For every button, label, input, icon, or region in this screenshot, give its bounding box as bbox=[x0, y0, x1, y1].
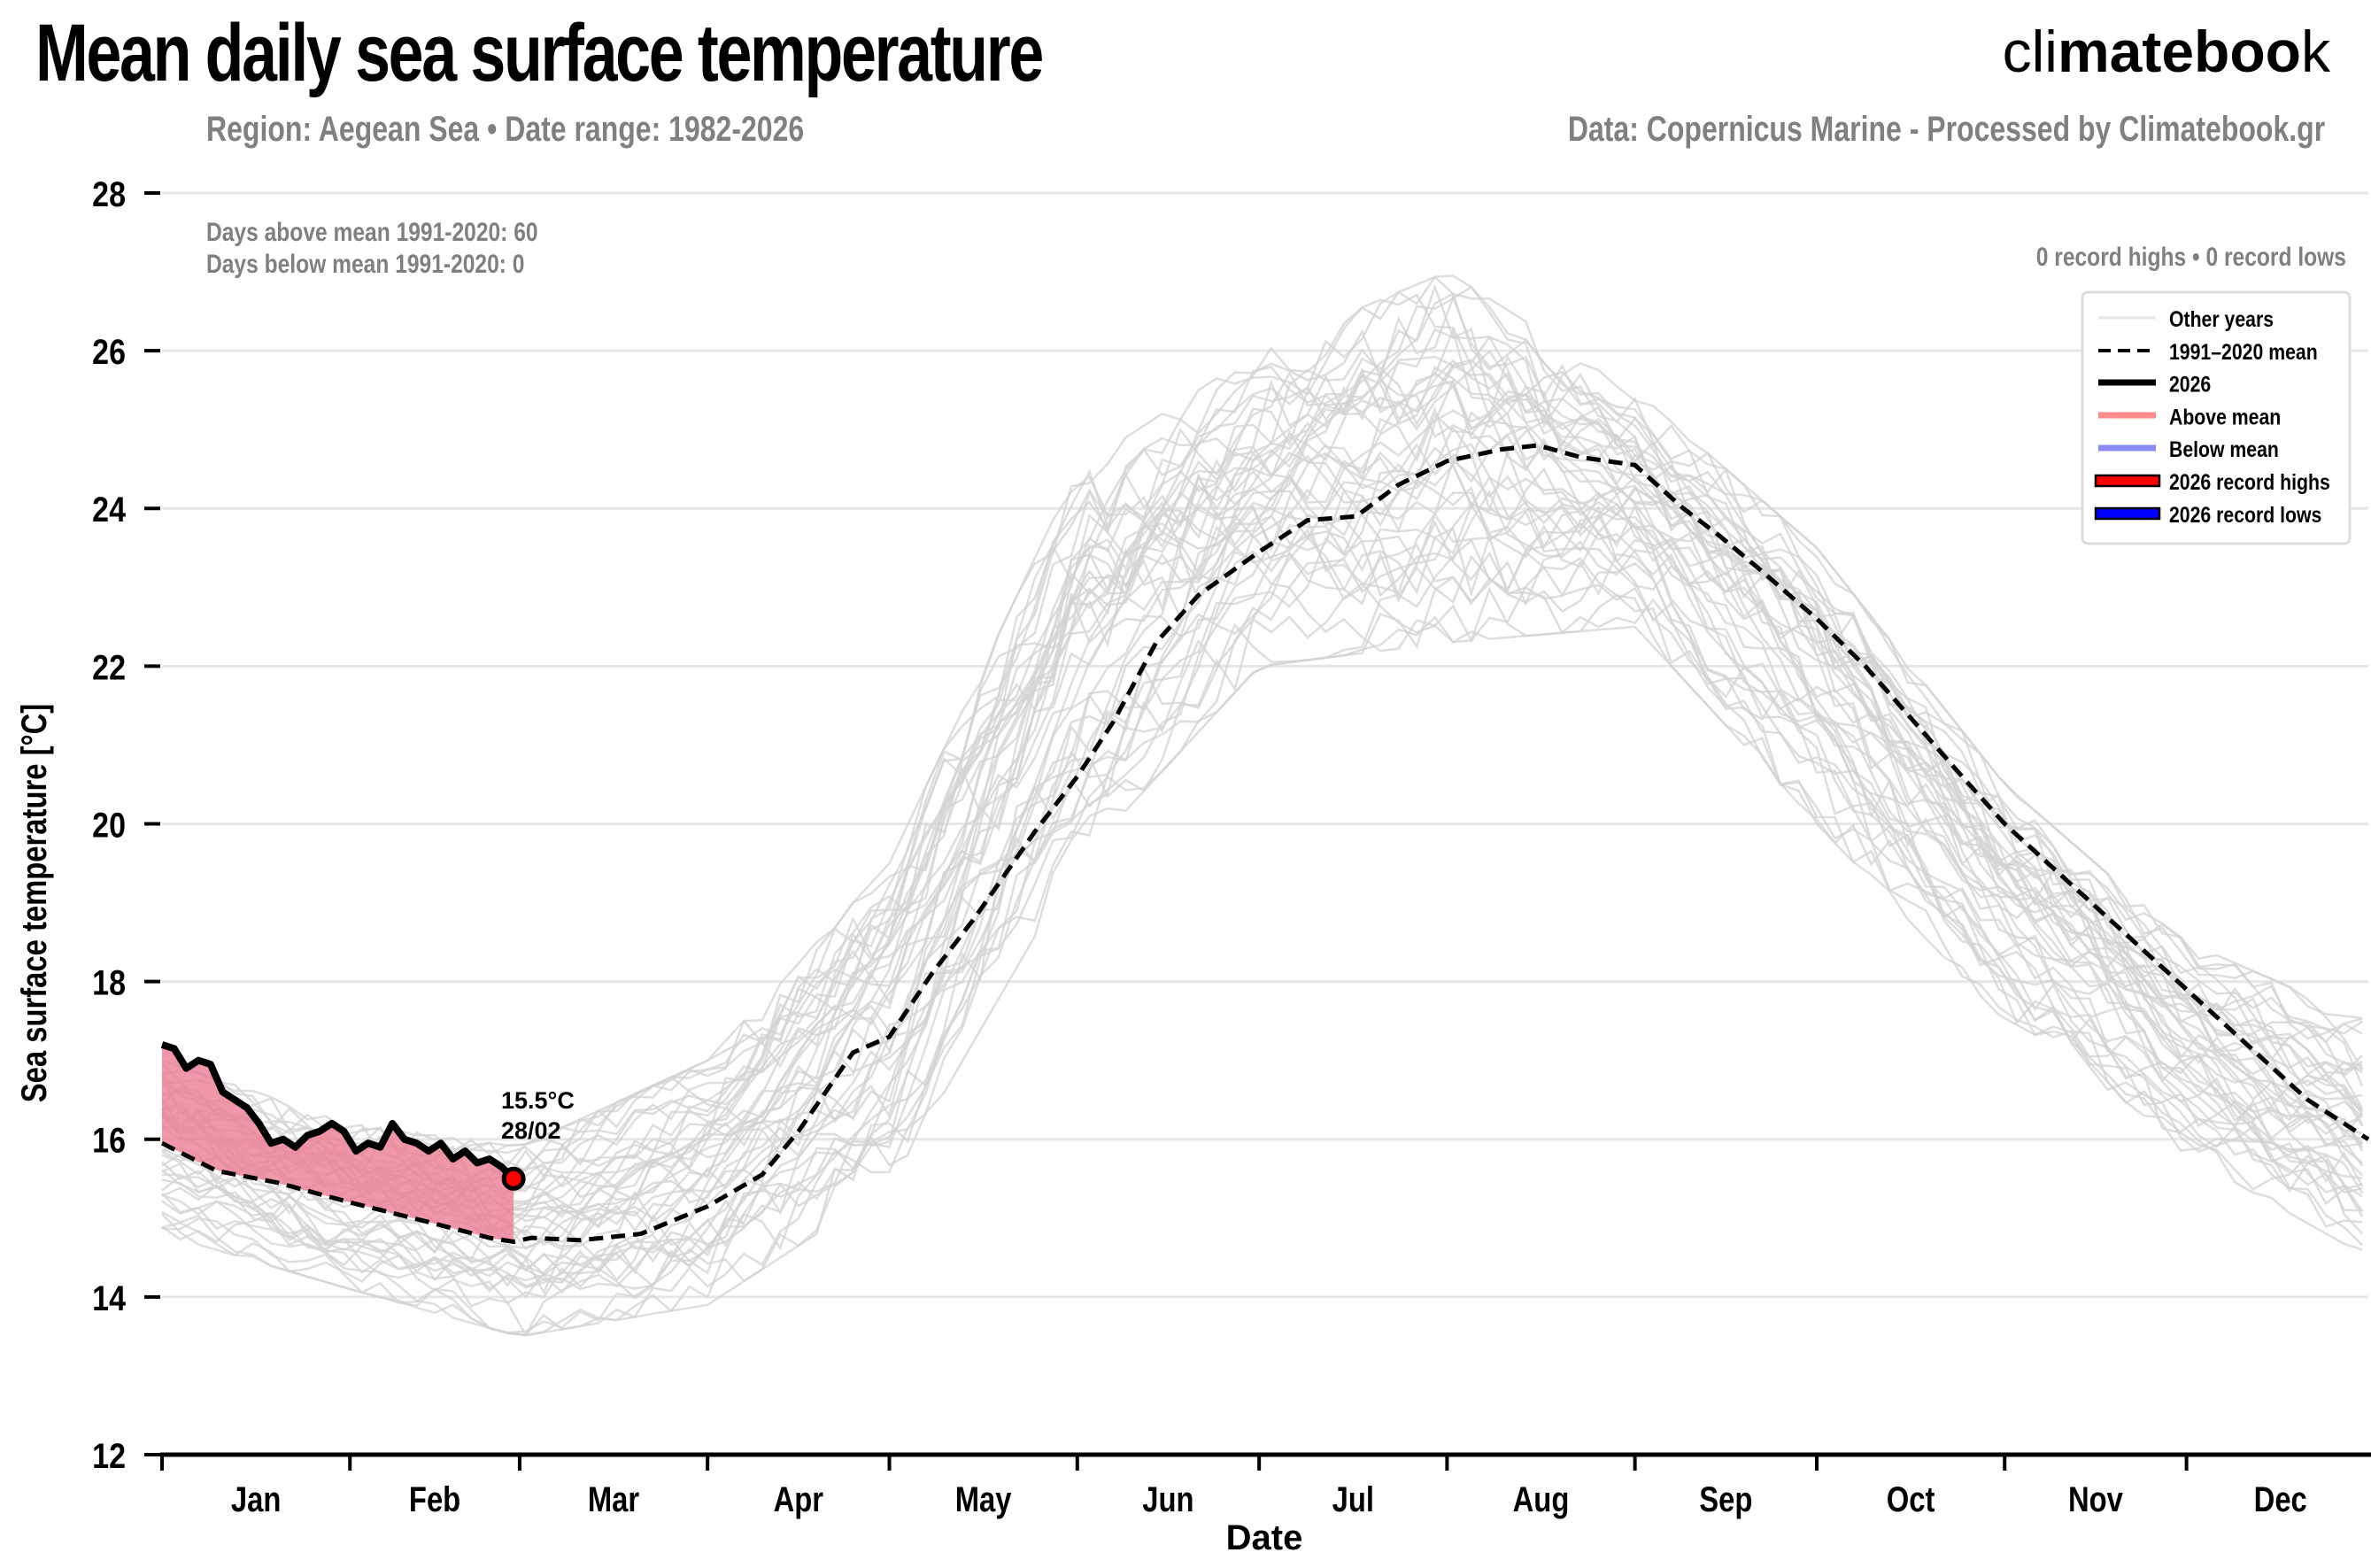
logo-part-thin: cli bbox=[2002, 19, 2058, 84]
line-2026 bbox=[160, 1041, 516, 1182]
legend-swatch-record-highs bbox=[2094, 474, 2161, 488]
other-year-line bbox=[161, 283, 2363, 1203]
y-tick-label: 16 bbox=[92, 1120, 126, 1160]
other-year-line bbox=[161, 372, 2364, 1234]
other-year-line bbox=[161, 575, 2364, 1337]
x-tick-label-jan: Jan bbox=[231, 1479, 282, 1519]
other-year-line bbox=[160, 328, 2363, 1180]
x-tick-label-nov: Nov bbox=[2068, 1479, 2124, 1519]
legend: Other years 1991–2020 mean 2026 Above mean B… bbox=[2081, 290, 2352, 545]
above-mean-fill bbox=[162, 1044, 514, 1242]
legend-label: 1991–2020 mean bbox=[2169, 339, 2318, 364]
last-value-label: 15.5°C bbox=[501, 1087, 575, 1114]
other-year-line bbox=[161, 503, 2364, 1291]
other-year-line bbox=[161, 293, 2363, 1169]
other-year-line bbox=[161, 488, 2364, 1255]
x-tick-label-sep: Sep bbox=[1699, 1479, 1752, 1519]
x-tick-label-may: May bbox=[955, 1479, 1012, 1519]
other-year-line bbox=[161, 359, 2363, 1222]
legend-label: 2026 bbox=[2169, 372, 2211, 397]
y-tick-label: 20 bbox=[92, 805, 126, 845]
x-tick-label-feb: Feb bbox=[409, 1479, 460, 1519]
legend-labels: Other years 1991–2020 mean 2026 Above mean B… bbox=[2169, 306, 2330, 527]
x-tick-label-dec: Dec bbox=[2254, 1479, 2307, 1519]
other-year-line bbox=[161, 378, 2363, 1262]
x-ticks: Jan Feb Mar Apr May Jun Jul Aug Sep Oct Nov Dec bbox=[160, 1455, 2307, 1519]
mean-1991-2020-line bbox=[160, 443, 2370, 1245]
x-axis-title: Date bbox=[1226, 1518, 1303, 1557]
x-tick-label-jul: Jul bbox=[1332, 1479, 1374, 1519]
x-tick-label-jun: Jun bbox=[1142, 1479, 1193, 1519]
other-year-line bbox=[161, 292, 2364, 1185]
legend-swatch-record-lows bbox=[2094, 506, 2161, 521]
other-year-line bbox=[161, 385, 2364, 1224]
other-year-line bbox=[161, 327, 2363, 1199]
other-years-lines bbox=[160, 274, 2364, 1337]
mean-line-group bbox=[160, 443, 2370, 1245]
other-year-line bbox=[161, 491, 2363, 1291]
y-tick-label: 12 bbox=[92, 1435, 126, 1475]
x-tick-label-aug: Aug bbox=[1513, 1479, 1570, 1519]
legend-label: Below mean bbox=[2169, 437, 2279, 462]
x-tick-label-apr: Apr bbox=[774, 1479, 823, 1519]
legend-label: 2026 record lows bbox=[2169, 502, 2321, 527]
other-year-line bbox=[160, 366, 2364, 1246]
last-date-label: 28/02 bbox=[501, 1117, 561, 1144]
records-annotation: 0 record highs • 0 record lows bbox=[2036, 242, 2346, 272]
other-year-line bbox=[161, 502, 2364, 1275]
logo-part-thin-suffix: k bbox=[2301, 19, 2330, 84]
legend-label: 2026 record highs bbox=[2169, 469, 2330, 494]
other-year-line bbox=[161, 499, 2363, 1299]
logo-part-bold2: oo bbox=[2229, 19, 2301, 84]
x-tick-label-mar: Mar bbox=[588, 1479, 639, 1519]
y-axis-title: Sea surface temperature [°C] bbox=[14, 704, 54, 1102]
current-year-group bbox=[160, 1041, 526, 1191]
y-tick-label: 14 bbox=[92, 1278, 126, 1317]
days-below-annotation: Days below mean 1991-2020: 0 bbox=[206, 249, 524, 279]
other-year-line bbox=[161, 444, 2363, 1224]
other-year-line bbox=[161, 336, 2364, 1204]
other-year-line bbox=[160, 285, 2363, 1209]
subtitle-region: Region: Aegean Sea • Date range: 1982-20… bbox=[206, 110, 805, 149]
y-tick-label: 24 bbox=[92, 490, 126, 529]
days-above-annotation: Days above mean 1991-2020: 60 bbox=[206, 217, 538, 247]
other-year-line bbox=[161, 349, 2364, 1232]
other-year-line bbox=[161, 537, 2363, 1294]
other-year-line bbox=[161, 380, 2363, 1206]
legend-label: Other years bbox=[2169, 306, 2274, 331]
y-tick-label: 28 bbox=[92, 174, 126, 213]
other-year-line bbox=[160, 398, 2364, 1229]
y-tick-label: 26 bbox=[92, 331, 126, 371]
y-tick-label: 18 bbox=[92, 962, 126, 1002]
chart-title: Mean daily sea surface temperature bbox=[35, 8, 1044, 98]
y-tick-label: 22 bbox=[92, 647, 126, 687]
legend-label: Above mean bbox=[2169, 405, 2281, 429]
other-year-line bbox=[161, 294, 2363, 1173]
above-mean-area bbox=[162, 1044, 514, 1242]
subtitle-source: Data: Copernicus Marine - Processed by C… bbox=[1567, 110, 2325, 149]
x-tick-label-oct: Oct bbox=[1887, 1479, 1935, 1519]
last-value-marker bbox=[501, 1166, 526, 1191]
y-ticks: 12 14 16 18 20 22 24 26 28 bbox=[92, 174, 160, 1476]
logo-part-bold: mateb bbox=[2057, 19, 2230, 84]
climatebook-logo: climatebook bbox=[2003, 18, 2330, 85]
